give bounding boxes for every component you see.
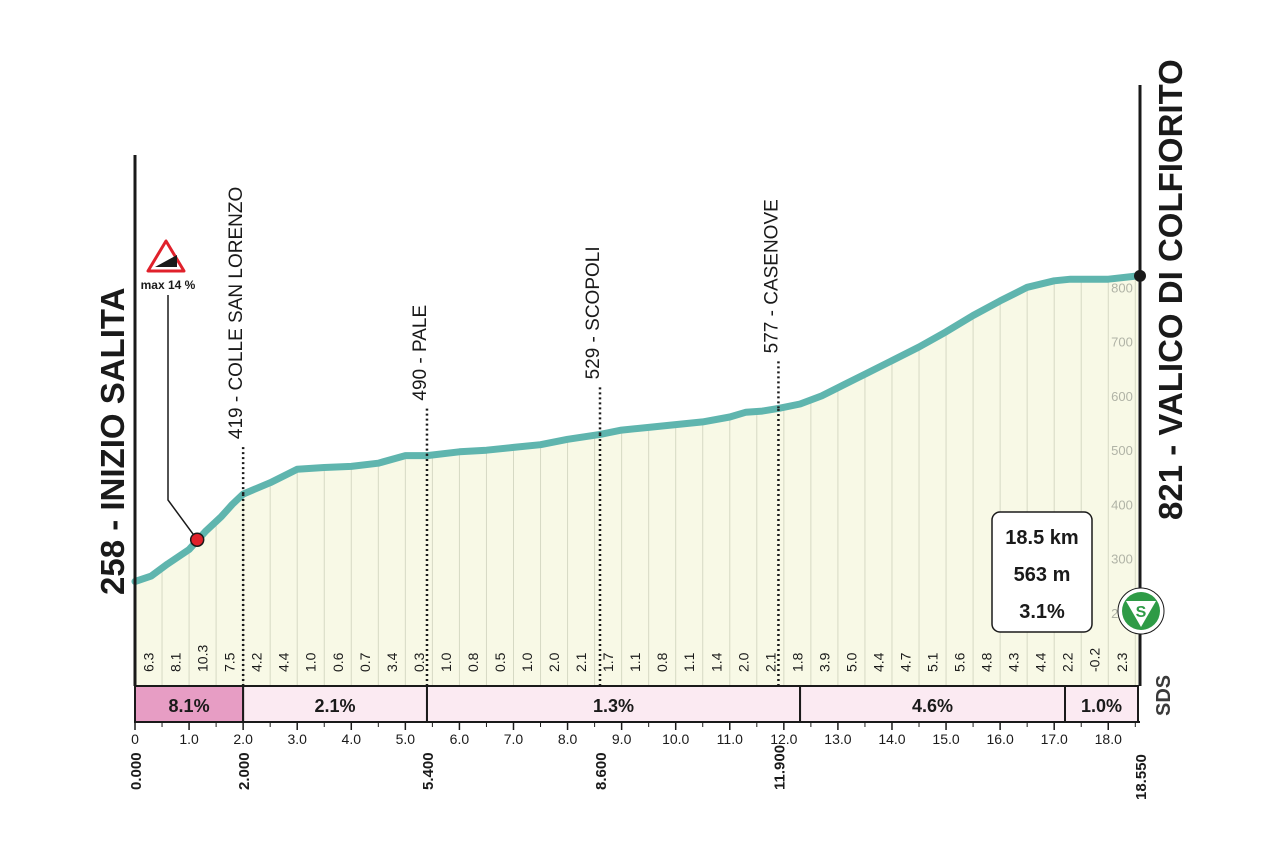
x-tick-label: 12.0 — [770, 731, 797, 747]
km-gradient-label: 1.0 — [303, 652, 319, 672]
km-gradient-label: 1.7 — [600, 652, 616, 672]
warning-icon-slope — [155, 255, 177, 267]
waypoint-label: 419 - COLLE SAN LORENZO — [226, 187, 247, 439]
km-gradient-label: 2.1 — [762, 652, 778, 672]
km-gradient-label: 1.0 — [519, 652, 535, 672]
waypoint-km-label: 2.000 — [236, 752, 253, 790]
km-gradient-label: 8.1 — [168, 652, 184, 672]
summary-average-gradient: 3.1% — [1019, 601, 1065, 623]
waypoint-label: 577 - CASENOVE — [761, 199, 782, 353]
sector-gradient-label: 2.1% — [315, 696, 356, 716]
km-gradient-label: 1.1 — [681, 652, 697, 672]
gpm-badge-letter: S — [1136, 604, 1147, 621]
finish-marker — [1134, 269, 1146, 282]
sector-bar — [425, 685, 802, 723]
x-tick-label: 9.0 — [612, 731, 632, 747]
waypoint-km-label: 5.400 — [420, 752, 437, 790]
x-tick-label: 2.0 — [233, 731, 253, 747]
x-tick-label: 4.0 — [342, 731, 362, 747]
sector-gradient-label: 1.3% — [593, 696, 634, 716]
x-tick-label: 0 — [131, 731, 139, 747]
km-gradient-label: 2.0 — [735, 652, 751, 672]
profile-area — [135, 275, 1138, 686]
x-tick-label: 10.0 — [662, 731, 689, 747]
waypoint-label-finish: 821 - VALICO DI COLFIORITO — [1152, 59, 1189, 520]
km-gradient-label: 6.3 — [141, 652, 157, 672]
km-gradient-label: 0.6 — [330, 652, 346, 672]
km-gradient-label: 4.4 — [276, 652, 292, 672]
waypoint-km-label: 0.000 — [128, 752, 145, 790]
km-gradient-label: 0.5 — [492, 652, 508, 672]
waypoint-km-label: 11.900 — [771, 745, 788, 790]
km-gradient-label: 1.4 — [708, 652, 724, 672]
sector-bar — [799, 685, 1067, 723]
gpm-badge-triangle — [1126, 601, 1156, 627]
km-gradient-label: 2.0 — [546, 652, 562, 672]
km-gradient-label: 0.3 — [411, 652, 427, 672]
sector-gradient-label: 1.0% — [1081, 696, 1122, 716]
waypoint-label: 490 - PALE — [410, 305, 431, 401]
elevation-tick-label: 500 — [1111, 443, 1133, 458]
km-gradient-label: 1.8 — [789, 652, 805, 672]
km-gradient-label: 7.5 — [222, 652, 238, 672]
waypoint-km-label: 8.600 — [593, 752, 610, 790]
elevation-tick-label: 300 — [1111, 552, 1133, 567]
x-tick-label: 3.0 — [287, 731, 307, 747]
summary-box — [991, 511, 1093, 633]
sector-bar — [242, 685, 428, 723]
x-tick-label: 6.0 — [450, 731, 470, 747]
x-tick-label: 16.0 — [986, 731, 1013, 747]
waypoint-label: 529 - SCOPOLI — [583, 246, 604, 379]
x-tick-label: 17.0 — [1041, 731, 1068, 747]
brand-logo-text: SDS — [1153, 675, 1175, 716]
km-gradient-label: 4.4 — [870, 652, 886, 672]
x-tick-label: 11.0 — [717, 731, 743, 747]
max-gradient-label: max 14 % — [141, 278, 196, 292]
x-tick-label: 7.0 — [504, 731, 524, 747]
km-gradient-label: 4.2 — [249, 652, 265, 672]
km-gradient-label: 0.8 — [465, 652, 481, 672]
sector-gradient-label: 8.1% — [169, 696, 210, 716]
elevation-tick-label: 700 — [1111, 335, 1133, 350]
km-gradient-label: 4.4 — [1033, 652, 1049, 672]
km-gradient-label: 0.7 — [357, 652, 373, 672]
km-gradient-label: 0.8 — [654, 652, 670, 672]
km-gradient-label: 1.1 — [627, 652, 643, 672]
waypoint-label-start: 258 - INIZIO SALITA — [94, 288, 131, 595]
km-gradient-label: -0.2 — [1087, 648, 1103, 672]
km-gradient-label: 4.8 — [979, 652, 995, 672]
km-gradient-label: 4.7 — [897, 652, 913, 672]
summary-elevation-gain: 563 m — [1014, 564, 1071, 586]
km-gradient-label: 3.9 — [816, 652, 832, 672]
km-gradient-label: 3.4 — [384, 652, 400, 672]
km-gradient-label: 1.0 — [438, 652, 454, 672]
profile-line — [131, 272, 1142, 585]
km-gradient-label: 2.2 — [1060, 652, 1076, 672]
sector-bar — [1064, 685, 1139, 723]
x-tick-label: 14.0 — [878, 731, 905, 747]
x-tick-label: 8.0 — [558, 731, 578, 747]
elevation-tick-label: 400 — [1111, 497, 1133, 512]
x-tick-label: 1.0 — [179, 731, 199, 747]
km-gradient-label: 5.0 — [843, 652, 859, 672]
sector-gradient-label: 4.6% — [912, 696, 953, 716]
x-tick-label: 5.0 — [396, 731, 416, 747]
km-gradient-label: 5.6 — [952, 652, 968, 672]
km-gradient-label: 5.1 — [925, 652, 941, 672]
max-gradient-leader — [167, 295, 198, 541]
elevation-tick-label: 600 — [1111, 389, 1133, 404]
km-gradient-label: 10.3 — [195, 645, 211, 672]
x-tick-label: 18.0 — [1095, 731, 1122, 747]
km-gradient-label: 2.1 — [573, 652, 589, 672]
x-tick-label: 13.0 — [824, 731, 851, 747]
km-gradient-label: 2.3 — [1114, 652, 1130, 672]
elevation-tick-label: 800 — [1111, 280, 1133, 295]
waypoint-km-label: 18.550 — [1133, 754, 1150, 800]
summary-distance: 18.5 km — [1005, 527, 1078, 549]
max-gradient-marker — [189, 532, 205, 547]
km-gradient-label: 4.3 — [1006, 652, 1022, 672]
x-tick-label: 15.0 — [932, 731, 959, 747]
